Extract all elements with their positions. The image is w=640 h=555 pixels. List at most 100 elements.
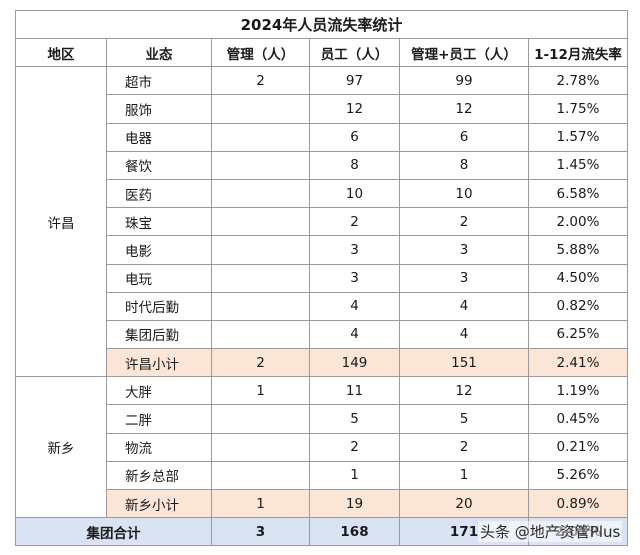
total-cell: 12 (399, 94, 529, 124)
business-cell: 超市 (106, 66, 212, 96)
header-rate: 1-12月流失率 (528, 37, 628, 68)
management-cell: 2 (211, 66, 310, 96)
employees-cell: 3 (309, 235, 400, 265)
management-cell: 1 (211, 376, 310, 406)
employees-cell: 2 (309, 432, 400, 462)
total-cell: 6 (399, 122, 529, 152)
watermark-text: 头条 @地产资管Plus (478, 521, 623, 542)
rate-cell: 6.25% (528, 319, 628, 350)
business-cell: 大胖 (106, 376, 212, 406)
business-cell: 电器 (106, 122, 212, 152)
table-row: 物流 2 2 0.21% (16, 432, 628, 462)
header-total: 管理+员工（人） (399, 37, 529, 68)
business-cell: 集团后勤 (106, 319, 212, 350)
rate-cell: 5.26% (528, 460, 628, 491)
total-cell: 2 (399, 207, 529, 237)
table-row: 服饰 12 12 1.75% (16, 94, 628, 124)
employees-cell: 4 (309, 291, 400, 321)
total-cell: 4 (399, 319, 529, 350)
subtotal-rate: 2.41% (528, 348, 628, 378)
rate-cell: 0.82% (528, 291, 628, 321)
management-cell (211, 94, 310, 124)
table-row: 时代后勤 4 4 0.82% (16, 291, 628, 321)
table-row: 集团后勤 4 4 6.25% (16, 319, 628, 350)
total-cell: 3 (399, 235, 529, 265)
rate-cell: 5.88% (528, 235, 628, 265)
employees-cell: 2 (309, 207, 400, 237)
management-cell (211, 291, 310, 321)
subtotal-employees: 19 (309, 488, 400, 519)
table-row: 餐饮 8 8 1.45% (16, 150, 628, 180)
subtotal-employees: 149 (309, 348, 400, 378)
employees-cell: 8 (309, 150, 400, 180)
management-cell (211, 319, 310, 350)
rate-cell: 4.50% (528, 263, 628, 293)
subtotal-management: 2 (211, 348, 310, 378)
total-cell: 2 (399, 432, 529, 462)
rate-cell: 1.57% (528, 122, 628, 152)
total-cell: 4 (399, 291, 529, 321)
rate-cell: 1.75% (528, 94, 628, 124)
management-cell (211, 432, 310, 462)
rate-cell: 2.78% (528, 66, 628, 96)
subtotal-row: 新乡小计 1 19 20 0.89% (16, 488, 628, 519)
business-cell: 物流 (106, 432, 212, 462)
management-cell (211, 460, 310, 491)
subtotal-total: 151 (399, 348, 529, 378)
title-row: 2024年人员流失率统计 (15, 10, 628, 39)
management-cell (211, 150, 310, 180)
header-management: 管理（人） (211, 37, 310, 68)
business-cell: 新乡总部 (106, 460, 212, 491)
attrition-table: 2024年人员流失率统计 地区 业态 管理（人） 员工（人） 管理+员工（人） … (15, 10, 628, 547)
management-cell (211, 207, 310, 237)
total-cell: 3 (399, 263, 529, 293)
total-cell: 12 (399, 376, 529, 406)
business-cell: 二胖 (106, 404, 212, 434)
table-row: 电器 6 6 1.57% (16, 122, 628, 152)
management-cell (211, 263, 310, 293)
subtotal-label: 许昌小计 (106, 348, 212, 378)
business-cell: 服饰 (106, 94, 212, 124)
total-cell: 8 (399, 150, 529, 180)
business-cell: 医药 (106, 178, 212, 209)
rate-cell: 2.00% (528, 207, 628, 237)
employees-cell: 97 (309, 66, 400, 96)
header-region: 地区 (15, 37, 107, 68)
employees-cell: 12 (309, 94, 400, 124)
table-row: 二胖 5 5 0.45% (16, 404, 628, 434)
table-row: 新乡 大胖 1 11 12 1.19% (15, 376, 628, 519)
table-row: 许昌 超市 2 97 99 2.78% (15, 66, 628, 378)
table-row: 医药 10 10 6.58% (16, 178, 628, 209)
subtotal-rate: 0.89% (528, 488, 628, 519)
subtotal-label: 新乡小计 (106, 488, 212, 519)
table-row: 电影 3 3 5.88% (16, 235, 628, 265)
business-cell: 电玩 (106, 263, 212, 293)
table-row: 电玩 3 3 4.50% (16, 263, 628, 293)
header-row: 地区 业态 管理（人） 员工（人） 管理+员工（人） 1-12月流失率 (15, 37, 628, 68)
employees-cell: 10 (309, 178, 400, 209)
management-cell (211, 235, 310, 265)
header-employees: 员工（人） (309, 37, 400, 68)
business-cell: 餐饮 (106, 150, 212, 180)
total-cell: 99 (399, 66, 529, 96)
employees-cell: 5 (309, 404, 400, 434)
rate-cell: 1.19% (528, 376, 628, 406)
header-business: 业态 (106, 37, 212, 68)
grand-total-employees: 168 (309, 517, 400, 547)
subtotal-management: 1 (211, 488, 310, 519)
management-cell (211, 404, 310, 434)
rate-cell: 1.45% (528, 150, 628, 180)
region-cell: 新乡 (15, 376, 107, 519)
rate-cell: 6.58% (528, 178, 628, 209)
employees-cell: 6 (309, 122, 400, 152)
total-cell: 10 (399, 178, 529, 209)
employees-cell: 1 (309, 460, 400, 491)
rate-cell: 0.45% (528, 404, 628, 434)
grand-total-label: 集团合计 (15, 517, 212, 547)
employees-cell: 4 (309, 319, 400, 350)
employees-cell: 11 (309, 376, 400, 406)
subtotal-row: 许昌小计 2 149 151 2.41% (16, 348, 628, 378)
total-cell: 5 (399, 404, 529, 434)
total-cell: 1 (399, 460, 529, 491)
region-cell: 许昌 (15, 66, 107, 378)
